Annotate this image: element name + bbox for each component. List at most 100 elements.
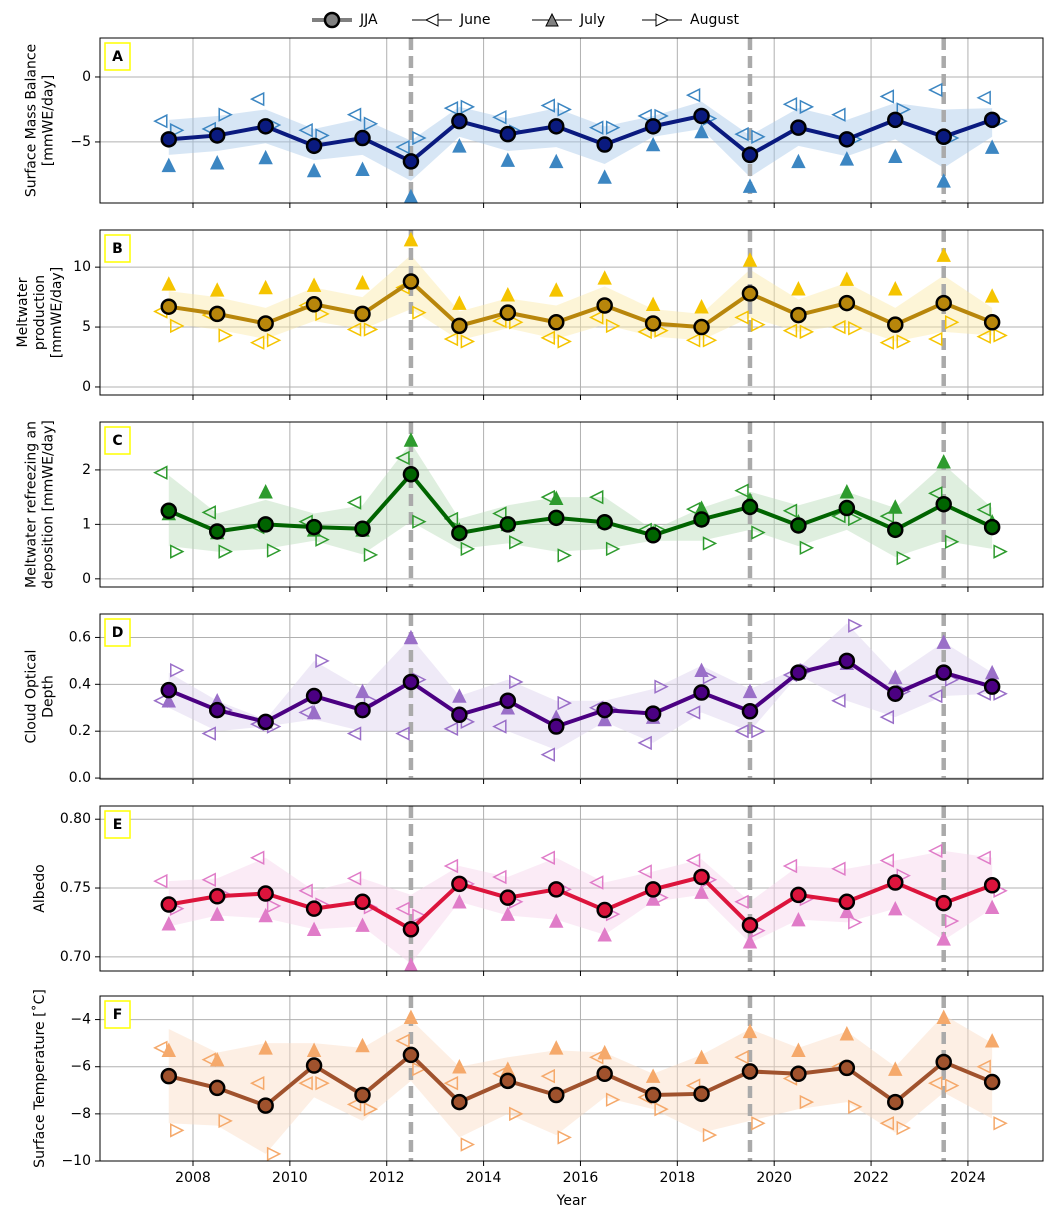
month-marker <box>315 653 330 669</box>
jja-marker <box>693 318 710 336</box>
y-tick-label: 0.6 <box>69 629 91 645</box>
band <box>168 255 993 342</box>
month-marker <box>645 1068 661 1083</box>
month-marker <box>734 310 749 325</box>
month-marker <box>928 331 943 347</box>
month-marker <box>249 91 265 107</box>
jja-marker <box>838 1059 856 1077</box>
jja-marker <box>790 306 807 324</box>
jja-line <box>168 658 993 729</box>
jja-marker <box>741 498 759 516</box>
jja-marker <box>644 705 662 722</box>
panel-label: C <box>112 433 122 449</box>
month-marker <box>984 899 1000 915</box>
month-marker <box>452 1059 467 1074</box>
jja-marker <box>208 1079 226 1097</box>
month-marker <box>879 89 895 104</box>
month-marker <box>588 120 604 135</box>
plot-area <box>153 806 1008 971</box>
x-tick-label: 2008 <box>175 1170 211 1186</box>
month-marker <box>170 318 185 334</box>
y-axis-label: Surface Temperature [˚C] <box>31 989 48 1168</box>
jja-marker <box>208 305 226 323</box>
jja-marker <box>838 893 856 911</box>
month-marker <box>403 629 419 645</box>
month-marker <box>936 931 951 946</box>
month-marker <box>363 547 379 563</box>
jja-marker <box>402 466 420 483</box>
month-marker <box>831 107 846 122</box>
jja-marker <box>305 1057 323 1074</box>
month-marker <box>161 276 176 291</box>
y-tick-label: 0.75 <box>60 880 91 896</box>
jja-marker <box>644 315 662 332</box>
month-marker <box>218 1113 233 1129</box>
month-marker <box>549 913 564 928</box>
month-marker <box>654 1101 669 1117</box>
jja-marker <box>983 678 1001 695</box>
month-marker <box>848 321 863 336</box>
y-axis-label: Depth <box>41 675 57 718</box>
y-tick-label: −5 <box>70 134 91 150</box>
month-marker <box>249 850 265 865</box>
month-marker <box>509 674 524 690</box>
month-marker <box>403 188 419 203</box>
jja-marker <box>741 916 759 934</box>
month-marker <box>209 1051 225 1067</box>
y-tick-label: 0 <box>82 379 91 395</box>
month-marker <box>395 139 410 155</box>
month-marker <box>799 540 815 556</box>
x-tick-label: 2016 <box>563 1170 599 1186</box>
axes-frame <box>99 995 1044 1162</box>
month-marker <box>153 113 168 129</box>
jja-marker <box>547 718 565 735</box>
month-marker <box>161 916 176 931</box>
jja-marker <box>935 664 952 681</box>
y-axis-label: [mmWE/day] <box>41 75 57 166</box>
month-marker <box>685 705 701 720</box>
month-marker <box>540 747 555 762</box>
jja-marker <box>160 681 178 699</box>
jja-marker <box>547 1086 565 1104</box>
panel: 0.0 0.2 0.4 0.6 Cloud Optical Depth D <box>24 613 1044 786</box>
y-tick-label: 0 <box>82 69 91 85</box>
jja-marker <box>499 1072 517 1090</box>
month-marker <box>791 281 806 296</box>
month-marker <box>888 148 903 163</box>
month-marker <box>403 231 419 247</box>
month-marker <box>363 1101 379 1117</box>
panel-label: B <box>112 241 123 257</box>
month-marker <box>460 99 476 115</box>
plot-area <box>153 230 1008 395</box>
plot-area <box>153 38 1008 203</box>
month-marker <box>831 508 846 524</box>
x-tick-label: 2020 <box>756 1170 792 1186</box>
jja-marker <box>354 520 371 537</box>
jja-marker <box>402 1046 420 1064</box>
jja-marker <box>402 273 420 290</box>
month-marker <box>346 1097 362 1112</box>
jja-marker <box>451 1093 468 1111</box>
panel: 0 1 2 Meltwater refreezing an deposition [mm… <box>24 420 1044 592</box>
panel-label: E <box>113 817 123 833</box>
month-marker <box>944 913 960 929</box>
month-marker <box>218 544 233 559</box>
month-marker <box>791 911 806 927</box>
month-marker <box>218 328 233 343</box>
month-marker <box>734 894 749 909</box>
month-marker <box>888 1061 903 1076</box>
month-marker <box>645 296 661 312</box>
month-marker <box>363 116 379 131</box>
month-marker <box>928 843 943 859</box>
month-marker <box>209 155 225 170</box>
month-marker <box>896 102 911 117</box>
jja-marker <box>451 317 468 335</box>
y-tick-label: −6 <box>70 1059 91 1075</box>
jja-marker <box>838 652 856 670</box>
month-marker <box>993 328 1008 343</box>
month-marker <box>306 162 322 178</box>
panel: −10 −8 −6 −4 2008 2010 2012 2014 2016 2018 2020 202… <box>31 989 1044 1209</box>
month-marker <box>170 663 185 678</box>
jja-marker <box>305 900 323 917</box>
month-marker <box>645 136 661 152</box>
